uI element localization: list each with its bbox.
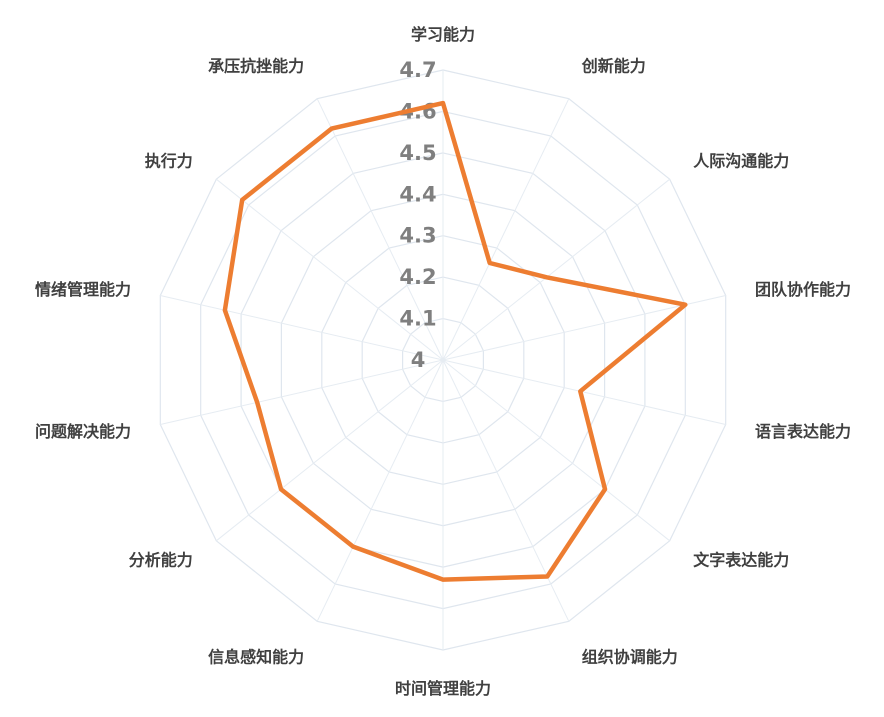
axis-spoke: [160, 295, 444, 361]
category-label: 执行力: [145, 152, 193, 171]
category-label: 时间管理能力: [395, 679, 491, 698]
category-label: 人际沟通能力: [693, 152, 789, 171]
category-label: 分析能力: [129, 551, 193, 570]
tick-label: 4: [411, 348, 426, 372]
axis-spoke: [316, 98, 444, 361]
axis-spoke: [442, 178, 671, 361]
tick-label: 4.3: [399, 224, 436, 248]
category-label: 文字表达能力: [693, 551, 789, 570]
series-line: [222, 100, 688, 582]
axis-spoke: [215, 359, 444, 542]
axis-spoke: [442, 359, 671, 542]
category-label: 问题解决能力: [35, 422, 131, 441]
axis-spoke: [442, 295, 726, 361]
tick-label: 4.5: [399, 141, 436, 165]
spoke-layer: [160, 70, 726, 650]
category-label: 情绪管理能力: [35, 280, 131, 299]
tick-labels: 44.14.24.34.44.54.64.7: [399, 58, 436, 372]
tick-label: 4.4: [399, 182, 436, 206]
axis-spoke: [160, 359, 444, 425]
axis-spoke: [442, 359, 726, 425]
category-label: 语言表达能力: [755, 422, 851, 441]
tick-label: 4.7: [399, 58, 436, 82]
category-label: 信息感知能力: [208, 647, 304, 666]
category-label: 组织协调能力: [582, 647, 678, 666]
category-label: 承压抗挫能力: [208, 57, 304, 76]
axis-spoke: [442, 359, 570, 622]
series-layer: [222, 100, 688, 582]
tick-label: 4.1: [399, 307, 436, 331]
axis-spoke: [316, 359, 444, 622]
tick-label: 4.2: [399, 265, 436, 289]
axis-spoke: [442, 98, 570, 361]
axis-spoke: [215, 178, 444, 361]
category-label: 创新能力: [581, 57, 646, 76]
category-label: 团队协作能力: [755, 280, 851, 299]
category-label: 学习能力: [411, 25, 475, 44]
category-labels: 学习能力创新能力人际沟通能力团队协作能力语言表达能力文字表达能力组织协调能力时间…: [35, 25, 851, 698]
